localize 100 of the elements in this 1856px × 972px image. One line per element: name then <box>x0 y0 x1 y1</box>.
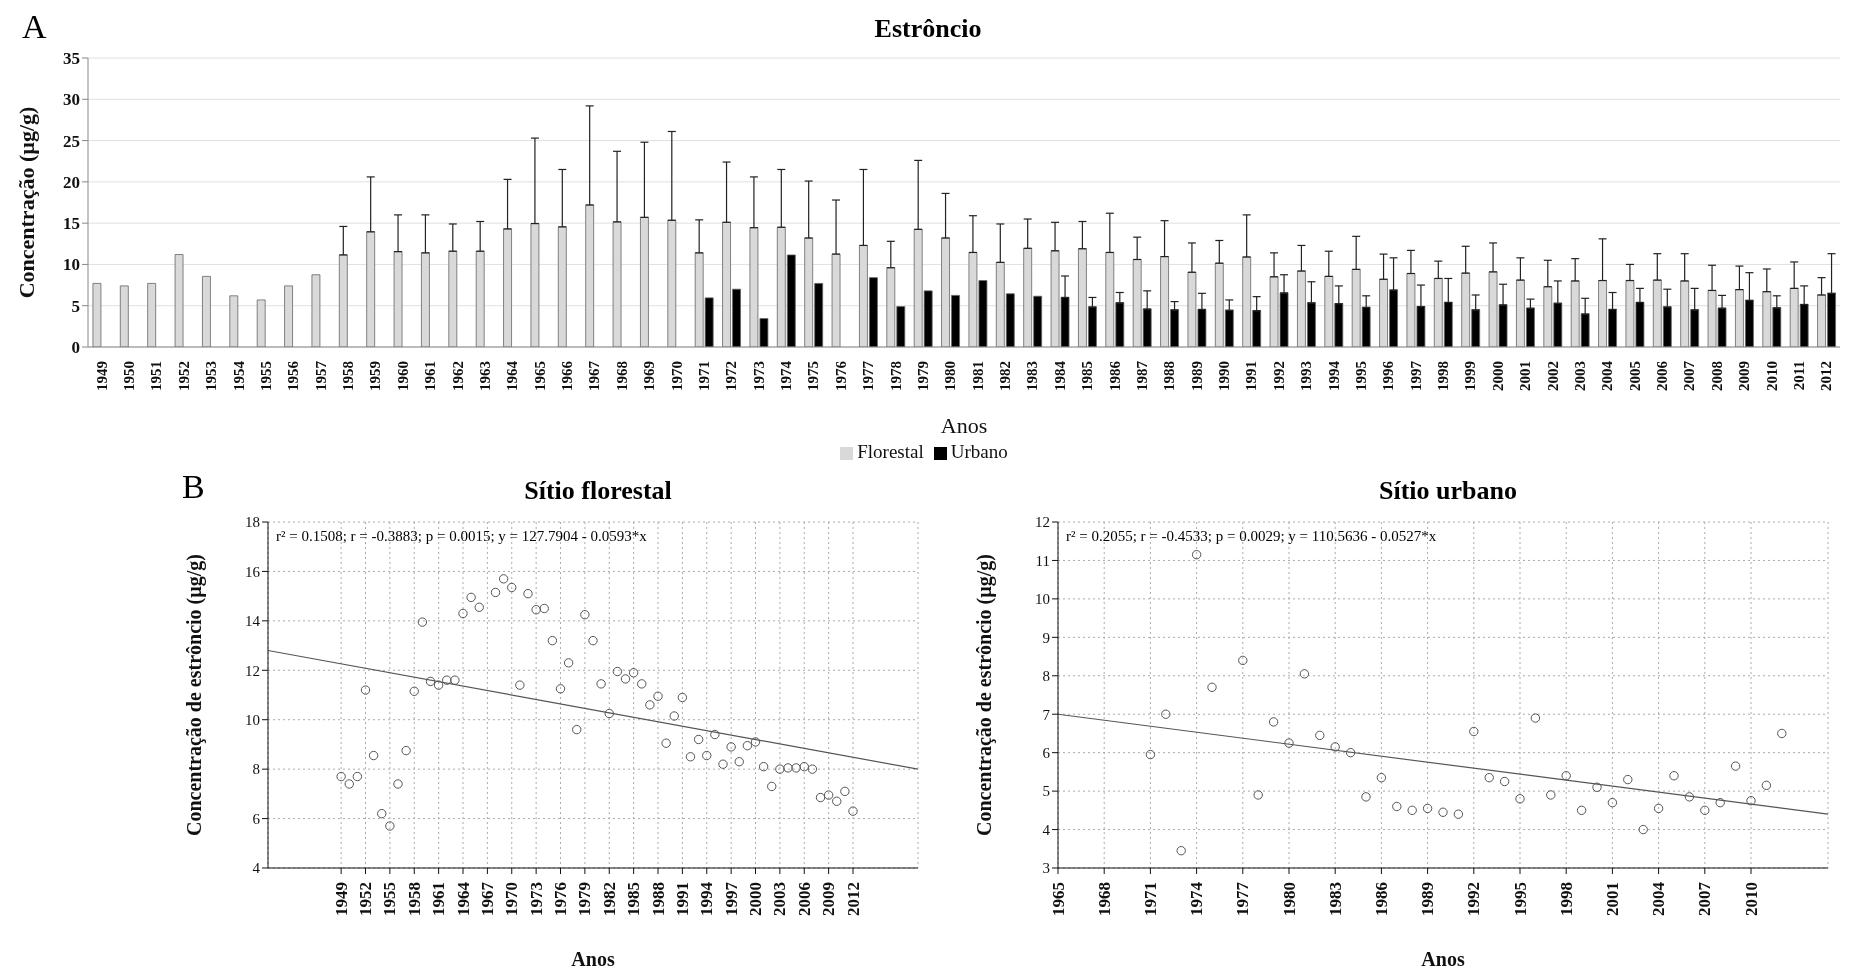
x-tick-label: 1997 <box>1407 360 1424 391</box>
y-tick-label: 10 <box>1035 591 1050 608</box>
x-tick-label: 1950 <box>121 361 138 391</box>
x-tick-label: 1952 <box>175 361 192 391</box>
x-tick-label: 2003 <box>1571 361 1588 391</box>
x-tick-label: 1981 <box>969 361 986 391</box>
x-tick-label: 1985 <box>624 882 644 916</box>
x-tick-label: 1976 <box>551 882 570 916</box>
legend-label: Urbano <box>950 441 1008 462</box>
chart-title: Sítio urbano <box>1378 475 1518 507</box>
x-tick-label: 1992 <box>1464 882 1484 916</box>
x-tick-label: 1991 <box>672 882 692 916</box>
y-tick-label: 7 <box>1042 706 1051 723</box>
x-tick-label: 1998 <box>1435 361 1452 391</box>
x-tick-label: 1952 <box>356 882 375 916</box>
annotation: r² = 0.2055; r = -0.4533; p = 0.0029; y = 110.5636 - 0.0527*x <box>1066 528 1437 545</box>
x-tick-label: 2009 <box>1736 361 1753 391</box>
x-tick-label: 1972 <box>723 361 740 391</box>
x-tick-label: 2007 <box>1695 881 1715 916</box>
x-tick-label: 1998 <box>1556 882 1576 916</box>
x-tick-label: 1977 <box>860 360 877 391</box>
y-tick-label: 4 <box>1042 821 1051 838</box>
x-tick-label: 1994 <box>1325 360 1342 391</box>
x-tick-label: 1954 <box>230 360 247 391</box>
x-tick-label: 1963 <box>476 361 493 391</box>
x-tick-label: 1973 <box>526 882 546 916</box>
x-tick-label: 1991 <box>1243 361 1260 391</box>
x-tick-label: 2000 <box>746 882 765 916</box>
x-tick-label: 1961 <box>422 361 439 391</box>
x-tick-label: 1971 <box>1140 882 1160 916</box>
x-tick-label: 1988 <box>1161 361 1178 391</box>
x-tick-label: 1995 <box>1352 361 1369 391</box>
x-tick-label: 2011 <box>1790 361 1807 391</box>
x-tick-label: 2003 <box>770 882 790 916</box>
x-tick-label: 2005 <box>1626 361 1643 391</box>
x-tick-label: 1953 <box>203 361 220 391</box>
y-tick-label: 25 <box>63 131 80 151</box>
x-tick-label: 1958 <box>404 882 424 916</box>
x-tick-label: 1965 <box>531 361 548 391</box>
x-tick-label: 2006 <box>794 882 814 916</box>
x-tick-label: 1983 <box>1024 361 1041 391</box>
y-tick-label: 6 <box>252 810 261 827</box>
x-tick-label: 1989 <box>1188 361 1205 391</box>
x-tick-label: 1959 <box>367 361 384 391</box>
x-tick-label: 1986 <box>1106 360 1123 391</box>
annotation: r² = 0.1508; r = -0.3883; p = 0.0015; y = 127.7904 - 0.0593*x <box>276 528 647 545</box>
x-tick-label: 2000 <box>1489 361 1506 391</box>
y-tick-label: 4 <box>252 860 261 877</box>
x-tick-label: 2009 <box>819 882 839 916</box>
x-axis-title: Anos <box>571 948 615 970</box>
x-tick-label: 2012 <box>843 882 863 916</box>
x-tick-label: 1994 <box>697 881 717 916</box>
x-tick-label: 2001 <box>1602 882 1622 916</box>
y-tick-label: 0 <box>71 338 80 358</box>
y-tick-label: 30 <box>63 90 80 110</box>
x-tick-label: 1961 <box>429 882 449 916</box>
y-tick-label: 35 <box>63 49 80 69</box>
x-tick-label: 1970 <box>502 882 522 916</box>
x-tick-label: 2008 <box>1708 361 1725 391</box>
chart-title: Estrôncio <box>874 14 982 43</box>
x-tick-label: 1960 <box>394 361 411 391</box>
x-tick-label: 1968 <box>613 361 630 391</box>
y-tick-label: 8 <box>1042 668 1050 685</box>
x-tick-label: 1980 <box>942 361 959 391</box>
x-tick-label: 1997 <box>721 881 741 916</box>
x-tick-label: 1949 <box>93 361 110 391</box>
x-tick-label: 2004 <box>1599 360 1616 391</box>
y-tick-label: 16 <box>245 563 261 580</box>
x-tick-label: 2007 <box>1681 360 1698 391</box>
y-tick-label: 11 <box>1035 552 1050 569</box>
x-tick-label: 1995 <box>1510 882 1530 916</box>
x-tick-label: 1976 <box>832 360 849 391</box>
x-tick-label: 1984 <box>1051 360 1068 391</box>
x-tick-label: 1974 <box>1187 881 1207 916</box>
text: A <box>22 8 47 46</box>
x-tick-label: 1969 <box>641 361 658 391</box>
y-tick-label: 5 <box>1042 783 1050 800</box>
x-tick-label: 1956 <box>285 360 302 391</box>
y-tick-label: 8 <box>252 761 260 778</box>
x-tick-label: 1975 <box>805 361 822 391</box>
y-tick-label: 5 <box>71 296 80 316</box>
x-tick-label: 2010 <box>1763 361 1780 391</box>
x-tick-label: 1966 <box>559 360 576 391</box>
y-tick-label: 20 <box>63 172 80 192</box>
x-axis-title: Anos <box>1421 948 1465 970</box>
y-axis-title: Concentração de estrôncio (µg/g) <box>183 553 207 837</box>
x-tick-label: 1967 <box>586 360 603 391</box>
x-tick-label: 1962 <box>449 361 466 391</box>
x-tick-label: 2004 <box>1649 881 1669 916</box>
x-tick-label: 1978 <box>887 361 904 391</box>
x-tick-label: 1980 <box>1279 882 1299 916</box>
y-tick-label: 3 <box>1042 860 1050 877</box>
x-tick-label: 1958 <box>340 361 357 391</box>
x-tick-label: 1973 <box>750 361 767 391</box>
x-axis-title: Anos <box>940 413 988 438</box>
x-tick-label: 1987 <box>1133 360 1150 391</box>
x-tick-label: 1971 <box>695 361 712 391</box>
y-tick-label: 15 <box>63 214 80 234</box>
legend-label: Florestal <box>857 441 924 462</box>
x-tick-label: 1992 <box>1270 361 1287 391</box>
